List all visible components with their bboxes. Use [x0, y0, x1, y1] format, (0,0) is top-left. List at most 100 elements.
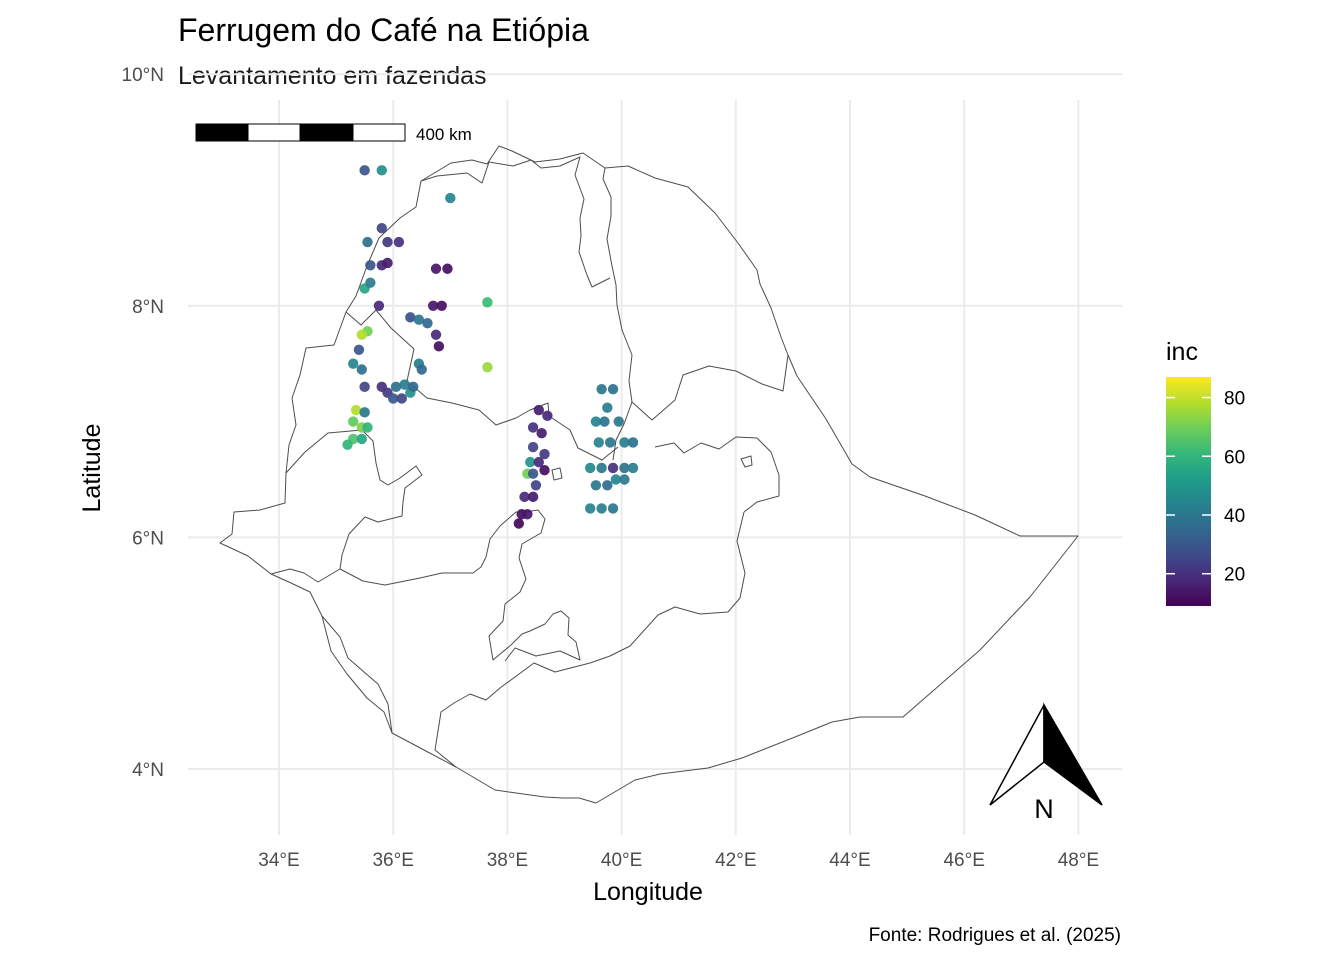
- survey-point: [619, 474, 630, 485]
- legend-tick-label: 80: [1224, 389, 1245, 410]
- survey-point: [482, 297, 493, 308]
- survey-point: [604, 437, 616, 448]
- survey-point: [382, 257, 393, 269]
- region-boundary-oromia-somali: [434, 511, 746, 768]
- survey-point: [427, 300, 439, 311]
- x-tick-label: 46°E: [943, 850, 984, 871]
- survey-point: [342, 439, 353, 450]
- survey-point: [359, 381, 370, 393]
- region-boundary-afar-west: [602, 167, 633, 461]
- survey-point: [590, 416, 602, 427]
- survey-point: [590, 480, 602, 491]
- survey-point: [533, 404, 545, 416]
- scale-bar-segment: [195, 123, 249, 142]
- survey-point: [356, 364, 367, 375]
- x-tick-label: 48°E: [1058, 850, 1099, 871]
- x-tick-label: 36°E: [372, 850, 413, 871]
- survey-point: [442, 263, 453, 274]
- caption: Fonte: Rodrigues et al. (2025): [869, 925, 1121, 946]
- y-axis-tick-labels: 4°N6°N8°N10°N12°N14°N: [122, 65, 164, 781]
- x-axis-title: Longitude: [593, 878, 703, 906]
- survey-point: [388, 393, 399, 404]
- survey-point: [433, 341, 445, 352]
- north-arrow-left-half: [989, 704, 1045, 806]
- survey-point: [602, 480, 613, 491]
- legend-tick-label: 60: [1224, 447, 1245, 468]
- x-tick-label: 34°E: [258, 850, 299, 871]
- legend-colorbar: [1166, 377, 1211, 606]
- chart-subtitle: Levantamento em fazendas: [178, 62, 487, 90]
- survey-point: [627, 437, 639, 448]
- region-boundary-somali-north: [654, 436, 780, 513]
- region-boundary-harari: [551, 467, 563, 481]
- y-tick-label: 6°N: [132, 528, 164, 549]
- legend-ticks: 20 40 60 80: [1166, 389, 1245, 586]
- scale-bar-segment: [247, 123, 301, 142]
- survey-point: [422, 317, 433, 329]
- survey-point: [610, 474, 622, 485]
- survey-point: [593, 437, 604, 448]
- region-boundary-snnpr-south: [321, 615, 393, 734]
- survey-point: [527, 468, 539, 479]
- region-boundary-dire-dawa: [740, 455, 753, 468]
- scale-bar-label: 400 km: [416, 125, 472, 144]
- color-legend: inc 20 40 60 80: [1166, 338, 1245, 606]
- survey-point: [525, 456, 536, 468]
- survey-point: [536, 427, 547, 439]
- north-arrow-label: N: [1034, 794, 1054, 824]
- survey-point: [399, 379, 410, 390]
- survey-point: [359, 407, 370, 418]
- survey-point: [350, 404, 362, 416]
- survey-point: [542, 410, 553, 422]
- survey-point: [445, 192, 456, 204]
- survey-point: [348, 416, 359, 427]
- survey-point: [393, 236, 405, 248]
- x-tick-label: 40°E: [601, 850, 642, 871]
- survey-point: [359, 165, 370, 176]
- x-tick-label: 38°E: [487, 850, 528, 871]
- scale-bar: 400 km: [195, 123, 472, 144]
- survey-points: [342, 126, 639, 529]
- survey-point: [607, 503, 619, 514]
- region-boundary-benishangul: [345, 309, 619, 461]
- survey-point: [596, 383, 607, 395]
- survey-point: [539, 448, 550, 460]
- region-boundary-oromia-gambela: [270, 429, 423, 583]
- y-tick-label: 10°N: [122, 65, 164, 86]
- survey-point: [365, 260, 376, 271]
- legend-title: inc: [1166, 338, 1198, 366]
- y-tick-label: 8°N: [132, 297, 164, 318]
- survey-point: [396, 393, 407, 404]
- survey-point: [373, 300, 385, 311]
- survey-point: [599, 416, 610, 427]
- survey-point: [407, 381, 419, 393]
- survey-point: [413, 314, 425, 325]
- survey-point: [362, 236, 373, 248]
- survey-point: [533, 456, 545, 468]
- survey-point: [627, 462, 639, 474]
- x-tick-label: 42°E: [715, 850, 756, 871]
- survey-point: [430, 329, 442, 340]
- survey-point: [513, 518, 525, 529]
- gridlines: [188, 73, 1122, 835]
- survey-point: [607, 462, 619, 474]
- survey-point: [482, 361, 493, 373]
- region-boundary-afar-south: [631, 354, 789, 421]
- region-boundary-snnpr: [339, 509, 581, 662]
- survey-point: [522, 509, 533, 520]
- survey-point: [527, 491, 539, 503]
- ethiopia-outline: [219, 145, 1079, 804]
- survey-point: [530, 480, 542, 491]
- survey-point: [353, 344, 365, 356]
- survey-point: [362, 422, 373, 433]
- survey-point: [376, 223, 387, 234]
- north-arrow-right-half: [1043, 702, 1103, 806]
- survey-point: [382, 236, 393, 248]
- region-boundary-tigray-amhara: [420, 156, 611, 288]
- y-tick-label: 4°N: [132, 760, 164, 781]
- survey-point: [584, 462, 596, 474]
- scale-bar-segment: [352, 123, 406, 142]
- survey-point: [619, 437, 630, 448]
- survey-point: [613, 416, 624, 427]
